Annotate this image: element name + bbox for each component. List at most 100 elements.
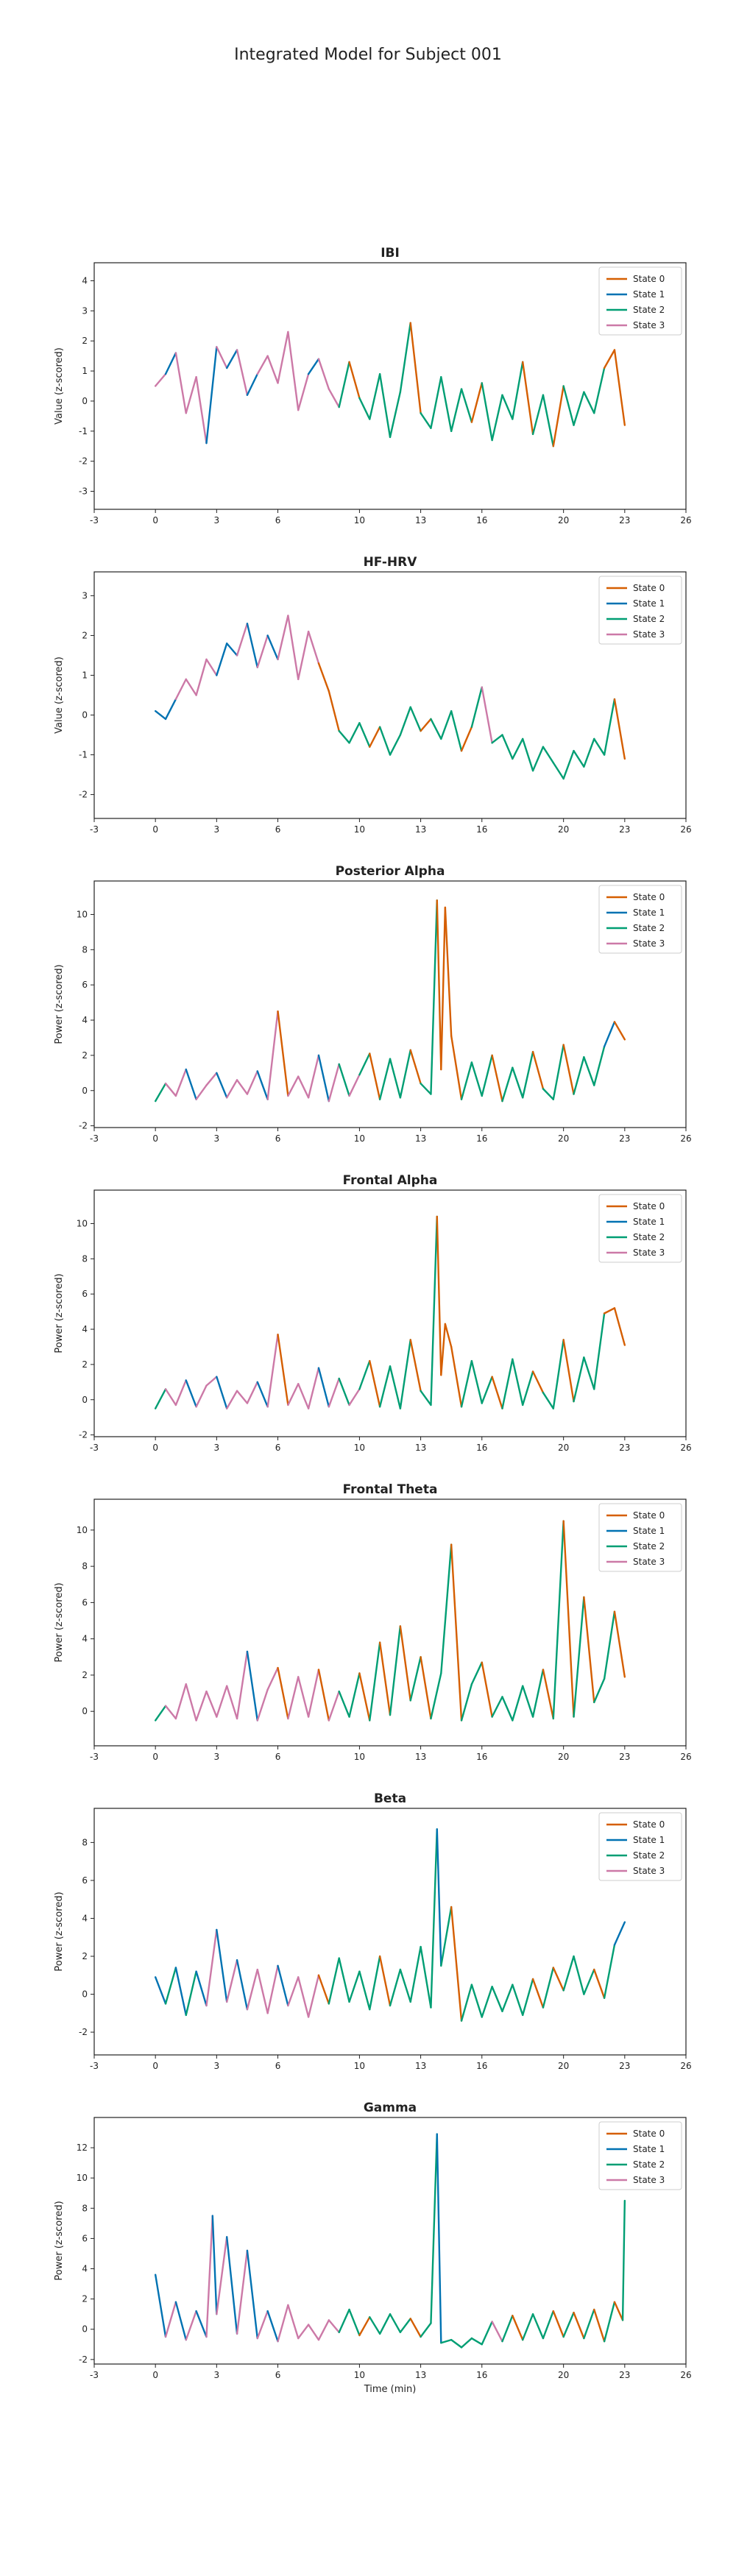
y-tick-label: 0 bbox=[82, 1706, 88, 1716]
data-segment bbox=[246, 1381, 258, 1404]
data-segment bbox=[195, 2310, 208, 2338]
data-segment bbox=[542, 1088, 554, 1100]
data-segment bbox=[613, 1307, 626, 1346]
data-segment bbox=[348, 1388, 361, 1406]
legend-label-state-1: State 1 bbox=[633, 907, 665, 918]
data-segment bbox=[328, 1957, 340, 2005]
data-segment bbox=[246, 1070, 258, 1095]
data-segment bbox=[317, 1367, 330, 1408]
plot-frame bbox=[93, 262, 687, 510]
data-segment bbox=[440, 376, 453, 432]
data-segment bbox=[338, 1690, 350, 1718]
x-tick-label: -3 bbox=[90, 1443, 99, 1453]
x-tick-label: 23 bbox=[619, 2061, 630, 2071]
legend: State 0 State 1 State 2 State 3 bbox=[598, 266, 682, 336]
legend-label-state-2: State 2 bbox=[633, 1232, 665, 1242]
legend-label-state-2: State 2 bbox=[633, 1541, 665, 1551]
data-segment bbox=[542, 1967, 554, 2009]
x-tick-label: 26 bbox=[680, 1443, 691, 1453]
x-tick-label: -3 bbox=[90, 1133, 99, 1144]
data-segment bbox=[236, 1079, 249, 1095]
data-segment bbox=[317, 1054, 330, 1103]
data-segment bbox=[348, 1074, 361, 1097]
legend-label-state-2: State 2 bbox=[633, 923, 665, 933]
x-tick-label: 0 bbox=[152, 1752, 158, 1762]
data-segment bbox=[348, 722, 361, 744]
y-tick-label: -2 bbox=[79, 2027, 88, 2037]
data-segment bbox=[174, 352, 187, 414]
x-tick-label: 20 bbox=[558, 1443, 569, 1453]
data-segment bbox=[531, 1669, 545, 1718]
data-segment bbox=[307, 1974, 320, 2018]
data-segment bbox=[522, 361, 534, 436]
data-segment bbox=[266, 355, 279, 384]
x-tick-label: 6 bbox=[275, 515, 281, 526]
data-segment bbox=[287, 615, 300, 681]
x-tick-label: 23 bbox=[619, 2370, 630, 2380]
data-segment bbox=[164, 698, 177, 721]
data-segment bbox=[307, 630, 320, 665]
y-tick-label: 8 bbox=[82, 1837, 88, 1847]
data-segment bbox=[491, 1054, 503, 1103]
data-segment bbox=[460, 2337, 473, 2349]
legend-label-state-1: State 1 bbox=[633, 289, 665, 300]
data-segment bbox=[174, 678, 187, 701]
data-segment bbox=[246, 2249, 258, 2340]
data-segment bbox=[603, 1944, 616, 1999]
data-segment bbox=[205, 658, 218, 676]
data-segment bbox=[562, 1520, 575, 1718]
data-segment bbox=[216, 346, 228, 369]
data-segment bbox=[287, 1075, 300, 1097]
data-segment bbox=[583, 391, 595, 414]
data-segment bbox=[358, 722, 371, 748]
x-tick-label: 20 bbox=[558, 515, 569, 526]
data-segment bbox=[603, 698, 616, 756]
y-tick-label: 6 bbox=[82, 1289, 88, 1299]
x-tick-label: 16 bbox=[476, 2370, 487, 2380]
data-segment bbox=[460, 388, 473, 423]
data-segment bbox=[338, 1063, 350, 1097]
data-segment bbox=[573, 391, 585, 426]
data-segment bbox=[450, 1543, 463, 1722]
data-segment bbox=[593, 1968, 606, 1999]
y-tick-label: 4 bbox=[82, 1015, 88, 1025]
y-tick-label: 3 bbox=[82, 590, 88, 601]
data-segment bbox=[297, 1075, 310, 1099]
data-segment bbox=[430, 1672, 442, 1720]
data-segment bbox=[338, 2308, 350, 2334]
data-segment bbox=[389, 2313, 402, 2334]
data-segment bbox=[358, 2316, 371, 2337]
data-segment bbox=[512, 737, 524, 760]
data-segment bbox=[216, 2236, 228, 2315]
legend-box bbox=[598, 1503, 682, 1572]
data-segment bbox=[317, 2319, 330, 2341]
data-segment bbox=[195, 1384, 208, 1408]
data-segment bbox=[358, 1672, 371, 1722]
y-tick-label: 6 bbox=[82, 1875, 88, 1886]
data-segment bbox=[307, 1054, 320, 1099]
legend-box bbox=[598, 266, 682, 336]
data-segment bbox=[389, 391, 402, 439]
legend-label-state-3: State 3 bbox=[633, 1248, 665, 1258]
data-segment bbox=[420, 1082, 432, 1095]
chart-panel-gamma: Gamma -3 0 3 6 10 13 16 20 23 26 -2 0 2 4 6 8 10 12 Power (… bbox=[54, 2101, 692, 2395]
data-segment bbox=[297, 2324, 310, 2340]
data-segment bbox=[277, 615, 289, 661]
y-tick-label: 2 bbox=[82, 1951, 88, 1961]
data-segment bbox=[369, 1641, 381, 1722]
data-segment bbox=[164, 1388, 177, 1406]
data-segment bbox=[593, 367, 606, 414]
data-segment bbox=[470, 1984, 483, 2018]
x-tick-label: 13 bbox=[415, 2370, 426, 2380]
data-segment bbox=[420, 2322, 432, 2338]
legend-label-state-0: State 0 bbox=[633, 1510, 665, 1521]
data-segment bbox=[613, 349, 626, 426]
data-segment bbox=[430, 718, 442, 740]
data-segment bbox=[236, 349, 249, 396]
data-segment bbox=[154, 1082, 167, 1103]
data-segment bbox=[226, 349, 238, 369]
x-tick-label: 6 bbox=[275, 2061, 281, 2071]
legend-label-state-1: State 1 bbox=[633, 2144, 665, 2154]
legend-box bbox=[598, 1812, 682, 1881]
data-segment bbox=[552, 1520, 565, 1720]
